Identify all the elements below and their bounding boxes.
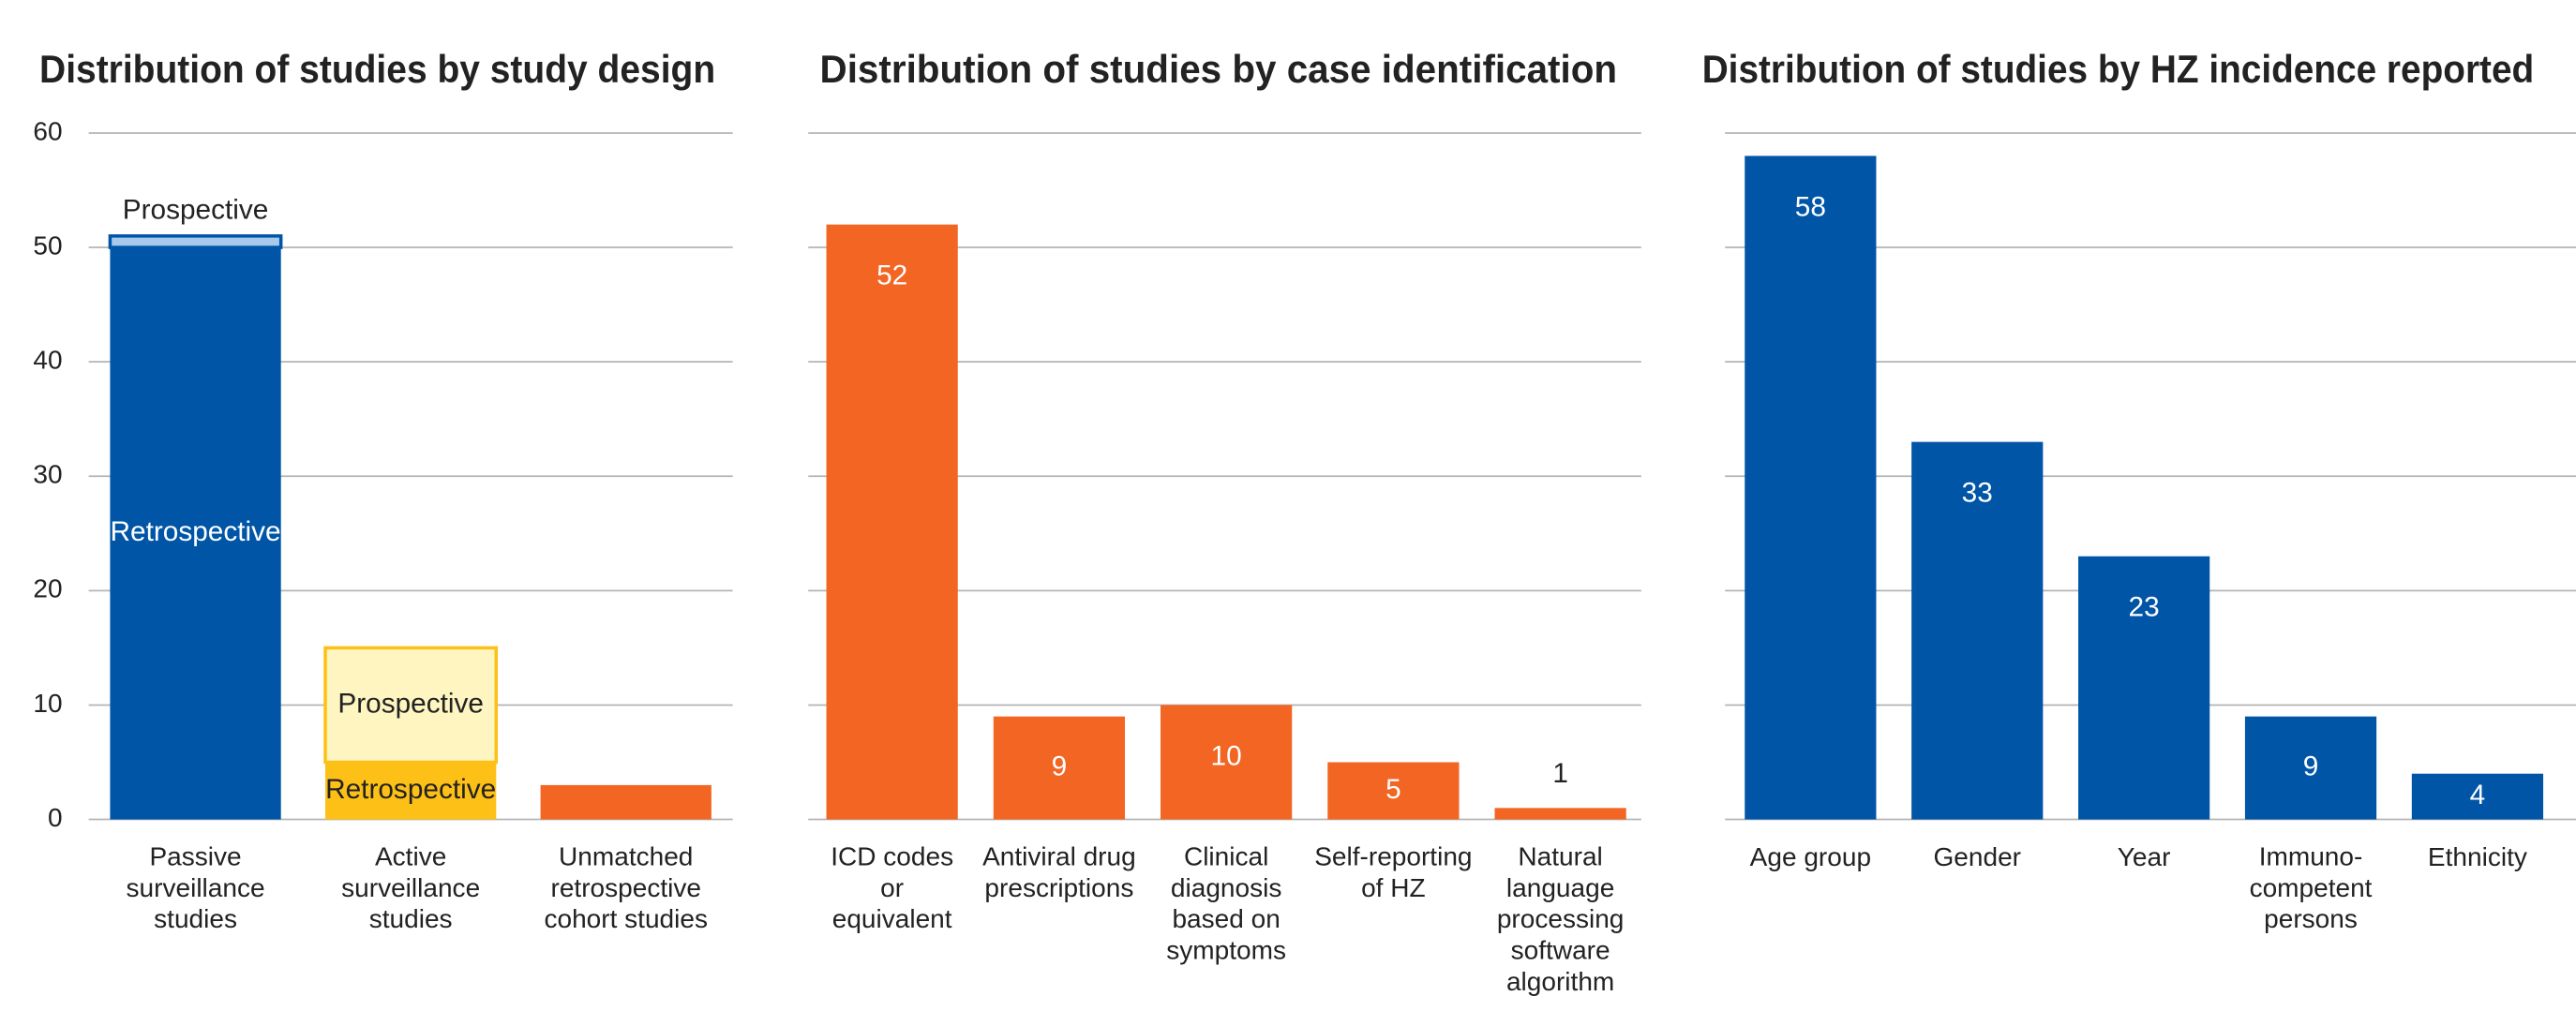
y-tick-label: 60: [33, 116, 62, 145]
x-tick-label: ICD codes or equivalent: [831, 842, 953, 934]
x-tick-label: Immuno-competent persons: [2250, 842, 2373, 934]
x-tick-label: Unmatched retrospective cohort studies: [544, 842, 708, 934]
value-label: 58: [1795, 191, 1826, 222]
value-label: 4: [2470, 780, 2486, 810]
segment-label: Retrospective: [111, 516, 281, 547]
bar: [2411, 773, 2544, 820]
chart-panels: Distribution of studies by study design 0…: [33, 47, 2576, 996]
x-tick-label: Clinical diagnosis based on symptoms: [1166, 842, 1286, 965]
segment-label: Prospective: [337, 688, 484, 719]
value-label: 52: [876, 260, 907, 291]
value-label: 9: [1052, 751, 1068, 781]
bar: [1327, 762, 1460, 820]
y-tick-label: 20: [33, 574, 62, 603]
bar-segment: [108, 234, 283, 249]
x-tick-label: Ethnicity: [2428, 842, 2527, 871]
bar-segment: [540, 784, 711, 820]
bar: [1745, 156, 1877, 820]
chart-title: Distribution of studies by study design: [39, 47, 715, 91]
x-tick-label: Self-reporting of HZ: [1314, 842, 1472, 902]
bar-segment: [110, 247, 281, 820]
y-tick-label: 40: [33, 346, 62, 375]
value-label: 9: [2303, 751, 2319, 781]
segment-label: Retrospective: [325, 774, 496, 805]
x-tick-label: Year: [2118, 842, 2171, 871]
x-tick-label: Natural language processing software algorit…: [1497, 842, 1625, 996]
chart-title: Distribution of studies by HZ incidence …: [1702, 47, 2535, 91]
value-label: 5: [1385, 774, 1401, 805]
value-label: 1: [1552, 758, 1568, 789]
y-tick-label: 0: [48, 803, 63, 832]
bar: [1161, 705, 1293, 820]
x-tick-label: Gender: [1934, 842, 2022, 871]
bar: [993, 716, 1126, 820]
y-tick-label: 10: [33, 689, 62, 718]
segment-label: Prospective: [123, 194, 269, 225]
bar: [2244, 716, 2377, 820]
value-label: 33: [1962, 478, 1993, 509]
value-label: 23: [2129, 592, 2160, 623]
bar-segment: [325, 762, 497, 820]
chart-title: Distribution of studies by case identifi…: [820, 47, 1618, 91]
y-tick-label: 50: [33, 230, 62, 260]
value-label: 10: [1211, 740, 1242, 771]
bar: [1911, 441, 2044, 820]
x-tick-label: Antiviral drug prescriptions: [982, 842, 1136, 902]
y-tick-label: 30: [33, 460, 62, 489]
bar: [826, 224, 958, 820]
bar: [1494, 808, 1626, 820]
bar-segment: [323, 646, 499, 765]
bar: [2078, 556, 2210, 820]
x-tick-label: Age group: [1750, 842, 1871, 871]
x-tick-label: Active surveillance studies: [341, 842, 480, 934]
x-tick-label: Passive surveillance studies: [127, 842, 265, 934]
